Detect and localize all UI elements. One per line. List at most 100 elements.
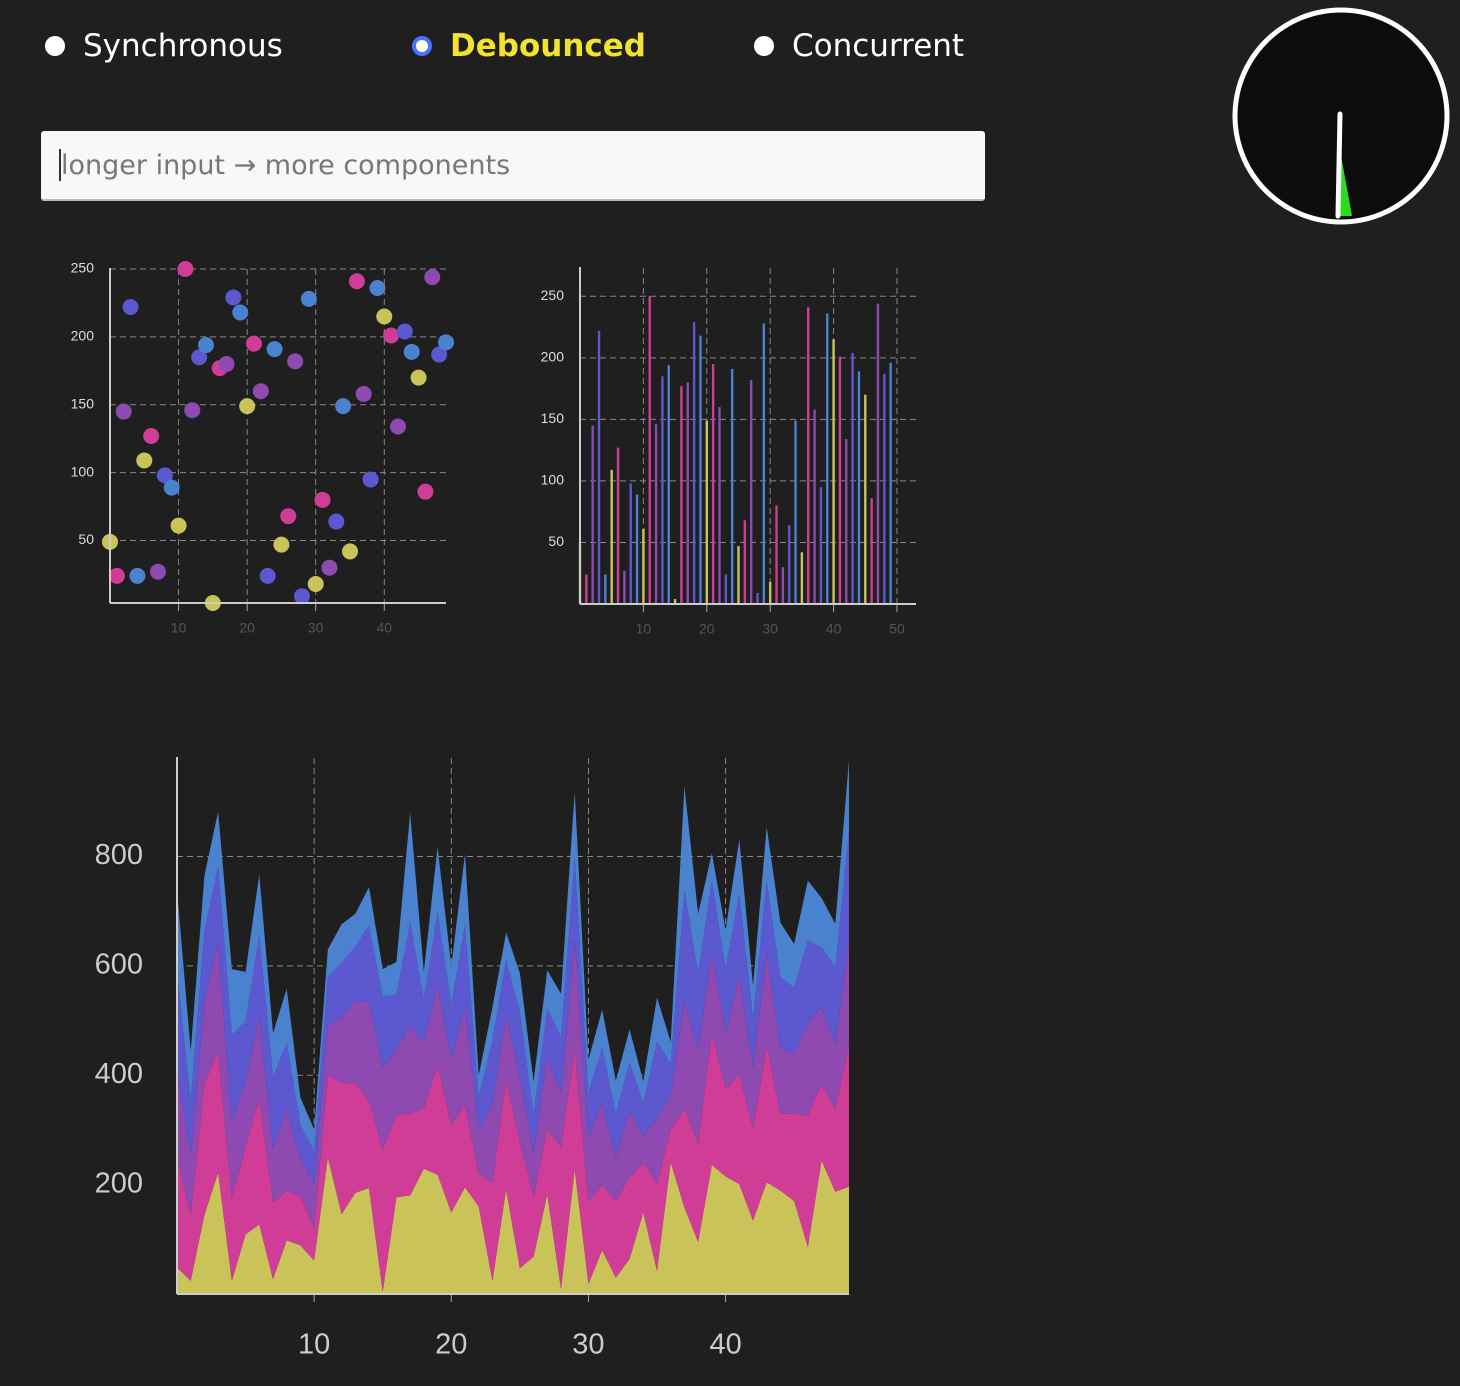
bar: [889, 362, 892, 604]
scatter-point: [170, 517, 187, 534]
gauge: [1232, 7, 1450, 225]
bar: [756, 592, 759, 604]
bar: [642, 528, 645, 604]
scatter-point: [184, 402, 201, 419]
scatter-point: [342, 543, 358, 560]
bar: [819, 487, 823, 604]
scatter-point: [129, 567, 146, 584]
placeholder: longer input → more components: [61, 149, 511, 181]
x-tick-label: 50: [889, 621, 905, 637]
scatter-point: [273, 536, 290, 553]
scatter-point: [355, 385, 372, 402]
scatter-point: [403, 343, 420, 360]
scatter-point: [376, 308, 393, 325]
scatter-point: [177, 261, 194, 277]
scatter-point: [143, 428, 160, 444]
scatter-point: [252, 383, 269, 400]
x-tick-label: 20: [699, 621, 715, 637]
bar: [680, 386, 683, 604]
bar: [864, 394, 867, 604]
bar: [699, 335, 702, 604]
radio-option[interactable]: Concurrent: [754, 24, 964, 68]
scatter-point: [150, 563, 166, 580]
bar: [775, 505, 778, 604]
y-tick-label: 150: [541, 410, 565, 426]
scatter-point: [266, 341, 283, 358]
scatter-point: [438, 334, 454, 351]
bar: [610, 469, 613, 604]
scatter-point: [348, 273, 365, 290]
area-layer: [177, 939, 849, 1228]
text-input[interactable]: longer input → more components: [41, 131, 985, 201]
scatter-point: [246, 335, 262, 352]
bar: [781, 567, 785, 604]
bar: [845, 439, 848, 604]
scatter-point: [156, 467, 173, 484]
scatter-point: [115, 403, 132, 420]
bar: [585, 574, 588, 604]
y-tick-label: 200: [95, 1167, 143, 1199]
y-tick-label: 600: [95, 948, 143, 980]
bar: [768, 581, 772, 604]
scatter-point: [122, 299, 139, 316]
y-tick-label: 800: [95, 839, 143, 871]
area-layer: [177, 760, 849, 1152]
bar: [749, 380, 753, 604]
bar: [623, 570, 626, 604]
radio-dot[interactable]: [754, 36, 774, 56]
bar: [883, 373, 886, 604]
x-tick-label: 20: [435, 1329, 467, 1361]
radio-label[interactable]: Debounced: [450, 28, 646, 64]
y-tick-label: 50: [548, 533, 564, 549]
bar: [838, 356, 842, 604]
bar: [667, 365, 670, 604]
area-layer: [177, 831, 849, 1185]
radio-dot[interactable]: [412, 36, 432, 56]
bar: [794, 420, 797, 604]
radio-label[interactable]: Synchronous: [83, 28, 283, 64]
y-tick-label: 100: [541, 472, 565, 488]
scatter-point: [417, 483, 434, 500]
scatter-point: [431, 346, 448, 363]
bar: [870, 498, 873, 604]
bar: [876, 303, 880, 604]
scatter-point: [136, 452, 153, 469]
bar: [673, 599, 677, 604]
bar: [591, 425, 594, 604]
scatter-point: [225, 289, 242, 306]
bar: [857, 371, 861, 604]
x-tick-label: 30: [308, 620, 324, 636]
x-tick-label: 30: [762, 621, 778, 637]
y-tick-label: 400: [95, 1058, 143, 1090]
y-tick-label: 100: [71, 463, 95, 479]
bar: [654, 424, 658, 604]
scatter-point: [163, 479, 180, 496]
scatter-point: [314, 491, 331, 508]
scatter-point: [218, 356, 235, 373]
scatter-point: [198, 337, 214, 354]
scatter-point: [390, 418, 406, 435]
bar: [711, 364, 715, 604]
bar: [692, 322, 696, 604]
bar: [686, 382, 689, 604]
bar: [730, 368, 734, 604]
scatter-point: [321, 559, 338, 576]
scatter-point: [191, 349, 208, 366]
bar: [813, 409, 816, 604]
bar: [635, 494, 639, 604]
scatter-point: [280, 508, 297, 525]
radio-dot[interactable]: [45, 36, 65, 56]
bar: [762, 323, 766, 604]
bar: [705, 420, 708, 604]
bar: [737, 546, 740, 604]
scatter-point: [300, 290, 317, 307]
radio-option[interactable]: Debounced: [412, 24, 646, 68]
scatter-point: [335, 398, 352, 415]
x-tick-label: 40: [826, 621, 842, 637]
radio-label[interactable]: Concurrent: [792, 28, 965, 64]
radio-option[interactable]: Synchronous: [45, 24, 283, 68]
y-tick-label: 200: [541, 349, 565, 365]
x-tick-label: 10: [298, 1329, 330, 1361]
